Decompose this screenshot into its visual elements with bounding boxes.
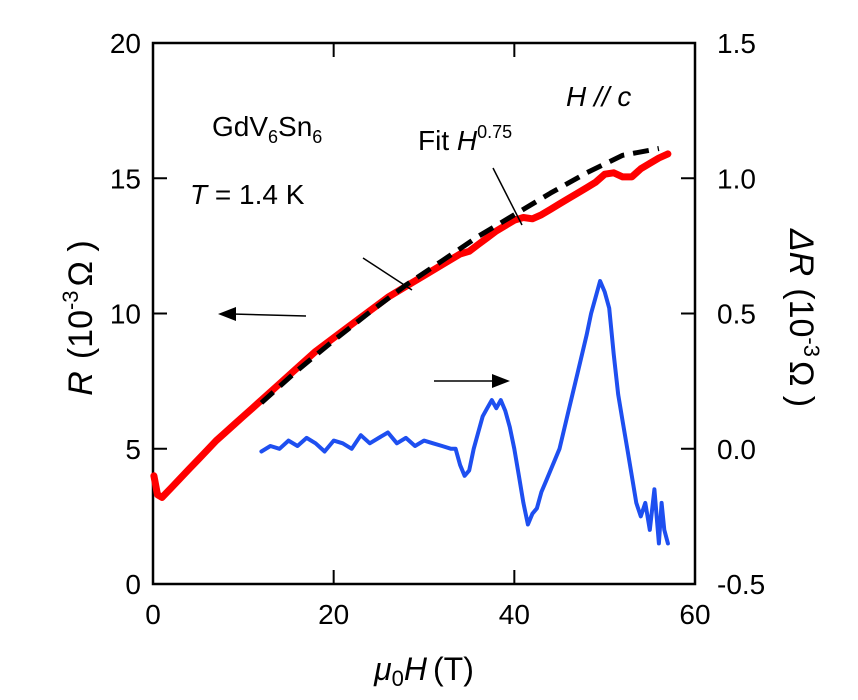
fit-label: Fit H0.75 [418, 122, 512, 156]
series-line-0 [150, 150, 672, 501]
x-tick-label: 20 [318, 599, 349, 630]
curve-leader-line [362, 257, 413, 291]
tick-labels: 0 20 40 60 0 5 10 15 20 -0.5 0.0 0.5 1.0 1.5 [110, 28, 765, 630]
x-tick-label: 40 [499, 599, 530, 630]
y-left-tick-label: 15 [110, 163, 141, 194]
y-left-tick-label: 0 [125, 569, 141, 600]
y-right-tick-label: 0.5 [717, 299, 756, 330]
field-direction-label: H // c [566, 81, 631, 112]
y-left-tick-label: 10 [110, 299, 141, 330]
y-axis-right-title: ΔR(10-3Ω ) [782, 228, 824, 407]
x-tick-label: 60 [679, 599, 710, 630]
y-right-tick-label: 1.5 [717, 28, 756, 59]
axis-ticks [152, 42, 696, 585]
left-axis-arrow [218, 307, 307, 321]
temperature-label: T = 1.4 K [190, 179, 305, 210]
right-axis-arrow [434, 374, 510, 388]
x-tick-label: 0 [145, 599, 161, 630]
y-axis-left-title: R(10-3Ω ) [58, 240, 100, 395]
y-right-tick-label: 1.0 [717, 163, 756, 194]
y-left-tick-label: 5 [125, 434, 141, 465]
series-line-1 [259, 146, 660, 405]
x-axis-title: μ0H (T) [373, 651, 474, 691]
y-left-tick-label: 20 [110, 28, 141, 59]
fit-leader-line [492, 167, 523, 226]
y-right-tick-label: -0.5 [717, 569, 765, 600]
y-right-tick-label: 0.0 [717, 434, 756, 465]
series-line-2 [259, 279, 670, 546]
series-layer [150, 146, 672, 546]
compound-label: GdV6Sn6 [212, 111, 322, 147]
